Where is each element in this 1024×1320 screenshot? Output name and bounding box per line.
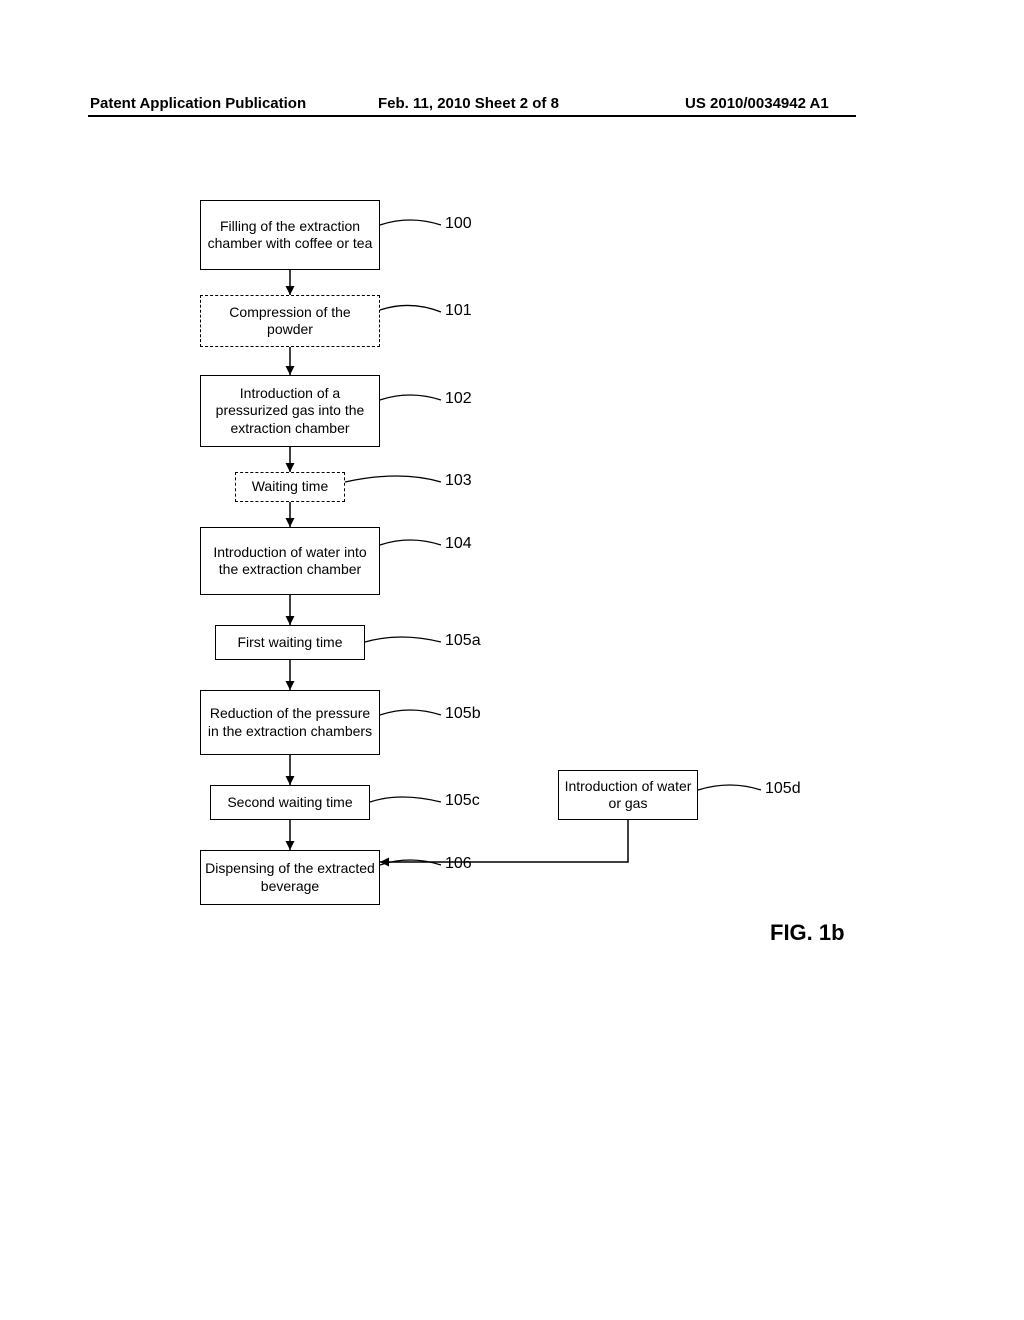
header-right: US 2010/0034942 A1 (685, 95, 829, 112)
flow-step-n106: Dispensing of the extracted beverage (200, 850, 380, 905)
flow-step-n101: Compression of the powder (200, 295, 380, 347)
ref-label-n106: 106 (445, 855, 472, 873)
flow-step-n105d: Introduction of water or gas (558, 770, 698, 820)
flow-step-n100: Filling of the extraction chamber with c… (200, 200, 380, 270)
ref-label-n100: 100 (445, 215, 472, 233)
flow-step-n102: Introduction of a pressurized gas into t… (200, 375, 380, 447)
figure-label: FIG. 1b (770, 920, 845, 946)
ref-label-n105c: 105c (445, 792, 480, 810)
ref-label-n104: 104 (445, 535, 472, 553)
flow-step-n105b: Reduction of the pressure in the extract… (200, 690, 380, 755)
ref-label-n105b: 105b (445, 705, 481, 723)
header-rule (88, 115, 856, 117)
flow-step-n105a: First waiting time (215, 625, 365, 660)
ref-label-n102: 102 (445, 390, 472, 408)
ref-label-n105d: 105d (765, 780, 801, 798)
header-mid: Feb. 11, 2010 Sheet 2 of 8 (378, 95, 559, 112)
flow-step-n103: Waiting time (235, 472, 345, 502)
flow-step-n104: Introduction of water into the extractio… (200, 527, 380, 595)
ref-label-n101: 101 (445, 302, 472, 320)
flowchart: Filling of the extraction chamber with c… (200, 200, 900, 1100)
ref-label-n103: 103 (445, 472, 472, 490)
flow-step-n105c: Second waiting time (210, 785, 370, 820)
header-left: Patent Application Publication (90, 95, 306, 112)
ref-label-n105a: 105a (445, 632, 481, 650)
